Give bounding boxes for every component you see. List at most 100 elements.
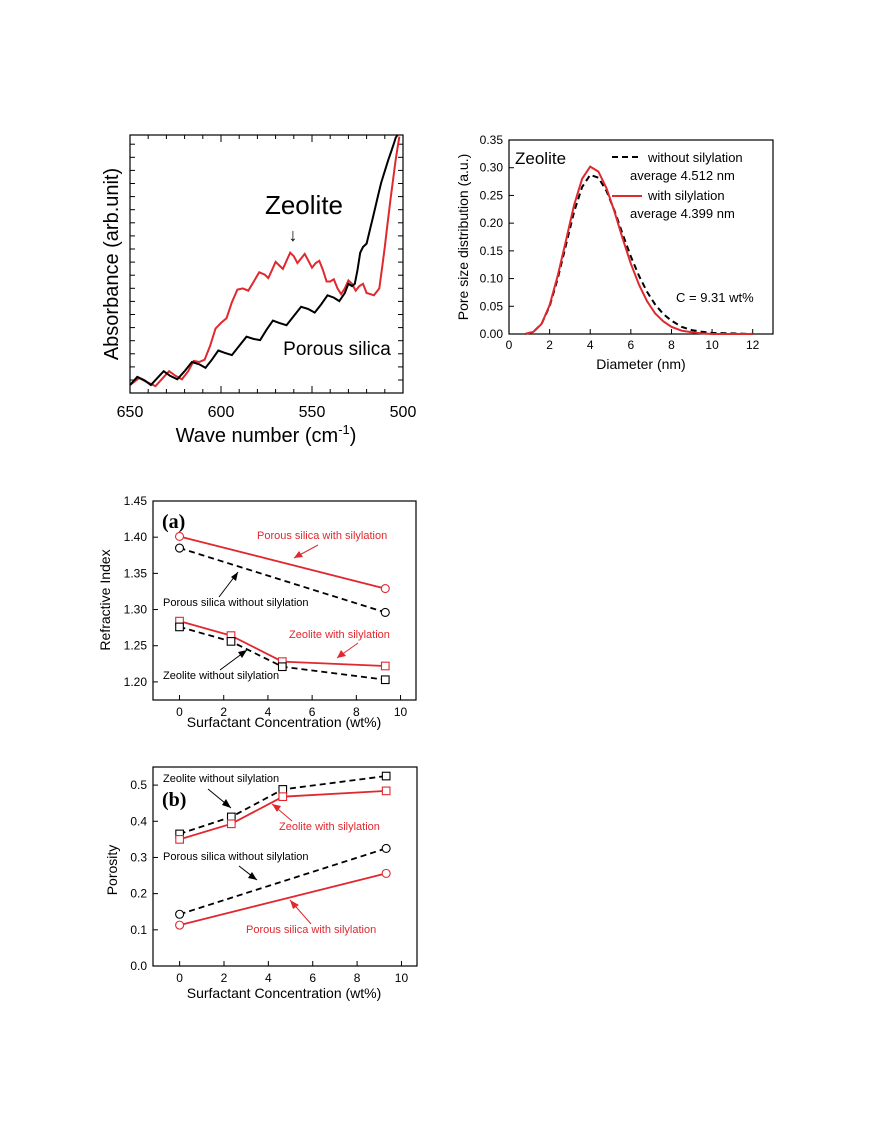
po-circle-marker (381, 868, 391, 878)
psd-with-silylation-line (524, 165, 753, 335)
psd-legend-without: without silylation (647, 150, 743, 165)
po-label-z-without: Zeolite without silylation (163, 773, 279, 785)
ri-y-ticks: 1.20 1.25 1.30 1.35 1.40 1.45 (124, 494, 158, 689)
po-label-z-with: Zeolite with silylation (279, 821, 380, 833)
po-x-tick-label: 10 (395, 971, 409, 985)
ri-label-ps-with: Porous silica with silylation (257, 530, 387, 542)
po-series-line-1 (179, 790, 387, 841)
po-series (175, 771, 391, 930)
ri-arrowhead-z-with (337, 650, 346, 658)
po-label-ps-with: Porous silica with silylation (246, 924, 376, 936)
ri-x-tick-label: 8 (353, 705, 360, 719)
psd-y-tick-label: 0.05 (480, 299, 504, 313)
ri-x-tick-label: 4 (265, 705, 272, 719)
ir-zeolite-series-line (129, 136, 401, 388)
po-arrowhead-z-without (222, 799, 231, 808)
ri-label-ps-without: Porous silica without silylation (163, 597, 309, 609)
psd-x-tick-label: 10 (705, 338, 719, 352)
ir-zeolite-arrow: ↓ (289, 225, 298, 245)
po-x-axis-title: Surfactant Concentration (wt%) (187, 985, 382, 1001)
psd-y-tick-label: 0.20 (480, 216, 504, 230)
psd-concentration-label: C = 9.31 wt% (676, 290, 754, 305)
ir-y-axis-title: Absorbance (arb.unit) (101, 168, 123, 360)
ri-series-line-0 (179, 535, 386, 590)
ri-series-line-3 (179, 626, 386, 681)
po-square-marker (381, 771, 391, 781)
ri-square-marker (175, 622, 184, 632)
po-plot-frame (152, 766, 418, 967)
psd-legend-with-avg: average 4.399 nm (630, 206, 735, 221)
ri-square-marker (226, 637, 236, 646)
po-panel-label: (b) (162, 789, 186, 811)
ri-square-marker (277, 662, 287, 672)
ri-arrowhead-ps-without (231, 572, 238, 581)
po-square-marker (278, 792, 288, 802)
po-y-tick-label: 0.4 (130, 814, 147, 828)
ri-y-tick-label: 1.40 (124, 530, 148, 544)
po-x-tick-label: 0 (176, 971, 183, 985)
ri-label-z-with: Zeolite with silylation (289, 629, 390, 641)
psd-y-tick-label: 0.00 (480, 327, 504, 341)
po-square-marker (278, 785, 288, 794)
po-y-tick-label: 0.2 (130, 887, 147, 901)
ri-circle-marker (174, 543, 185, 553)
ri-y-axis-title: Refractive Index (97, 549, 113, 650)
ri-circle-marker (380, 607, 390, 617)
ir-x-tick-label: 600 (208, 404, 235, 421)
po-x-ticks: 0 2 4 6 8 10 (176, 961, 408, 985)
ri-circle-marker (380, 584, 390, 594)
psd-legend-with: with silylation (647, 188, 725, 203)
ir-x-tick-label: 550 (299, 404, 326, 421)
psd-x-tick-label: 2 (546, 338, 553, 352)
po-series-line-3 (179, 872, 387, 926)
ir-x-axis-title: Wave number (cm-1) (176, 422, 357, 447)
ri-x-ticks: 0 2 4 6 8 10 (176, 695, 408, 719)
ir-series (129, 134, 401, 388)
po-series-line-2 (179, 847, 387, 916)
ri-square-marker (380, 661, 390, 671)
psd-without-silylation-line (524, 173, 753, 335)
po-y-tick-label: 0.3 (130, 850, 147, 864)
ri-x-tick-label: 6 (309, 705, 316, 719)
psd-y-tick-label: 0.10 (480, 272, 504, 286)
ri-series-line-2 (179, 620, 386, 667)
po-series-line-0 (179, 775, 387, 835)
po-square-marker (175, 835, 184, 844)
po-arrowhead-ps-with (290, 900, 299, 909)
ri-plot-frame (152, 500, 417, 701)
psd-x-tick-label: 0 (506, 338, 513, 352)
ir-porous-silica-series-line (129, 134, 399, 387)
ri-x-tick-label: 2 (220, 705, 227, 719)
ri-arrowhead-ps-with (294, 551, 303, 558)
ir-xlabel-sup: -1 (338, 422, 350, 437)
po-circle-marker (381, 843, 391, 853)
ri-x-tick-label: 10 (394, 705, 408, 719)
ri-y-tick-label: 1.25 (124, 639, 148, 653)
psd-zeolite-label: Zeolite (515, 149, 566, 168)
psd-x-tick-label: 6 (628, 338, 635, 352)
psd-legend-without-avg: average 4.512 nm (630, 168, 735, 183)
ri-y-tick-label: 1.20 (124, 675, 148, 689)
psd-x-tick-label: 8 (668, 338, 675, 352)
ri-panel-label: (a) (162, 511, 185, 533)
ir-x-tick-label: 500 (390, 404, 417, 421)
psd-x-tick-label: 4 (587, 338, 594, 352)
po-circle-marker (175, 909, 185, 919)
ir-y-ticks (130, 143, 403, 381)
psd-x-axis-title: Diameter (nm) (596, 356, 685, 372)
ir-porous-silica-label: Porous silica (283, 339, 391, 360)
po-y-axis-title: Porosity (104, 845, 120, 896)
ir-plot-frame (129, 134, 404, 394)
po-y-tick-label: 0.5 (130, 778, 147, 792)
ir-xlabel-main: Wave number (cm (176, 425, 339, 447)
po-square-marker (381, 786, 391, 796)
ri-y-tick-label: 1.35 (124, 566, 148, 580)
po-x-tick-label: 6 (309, 971, 316, 985)
po-square-marker (226, 819, 236, 829)
po-arrowhead-ps-without (248, 872, 257, 880)
ir-x-ticks: 650 600 550 500 (117, 135, 417, 421)
ir-zeolite-label: Zeolite (265, 190, 343, 220)
